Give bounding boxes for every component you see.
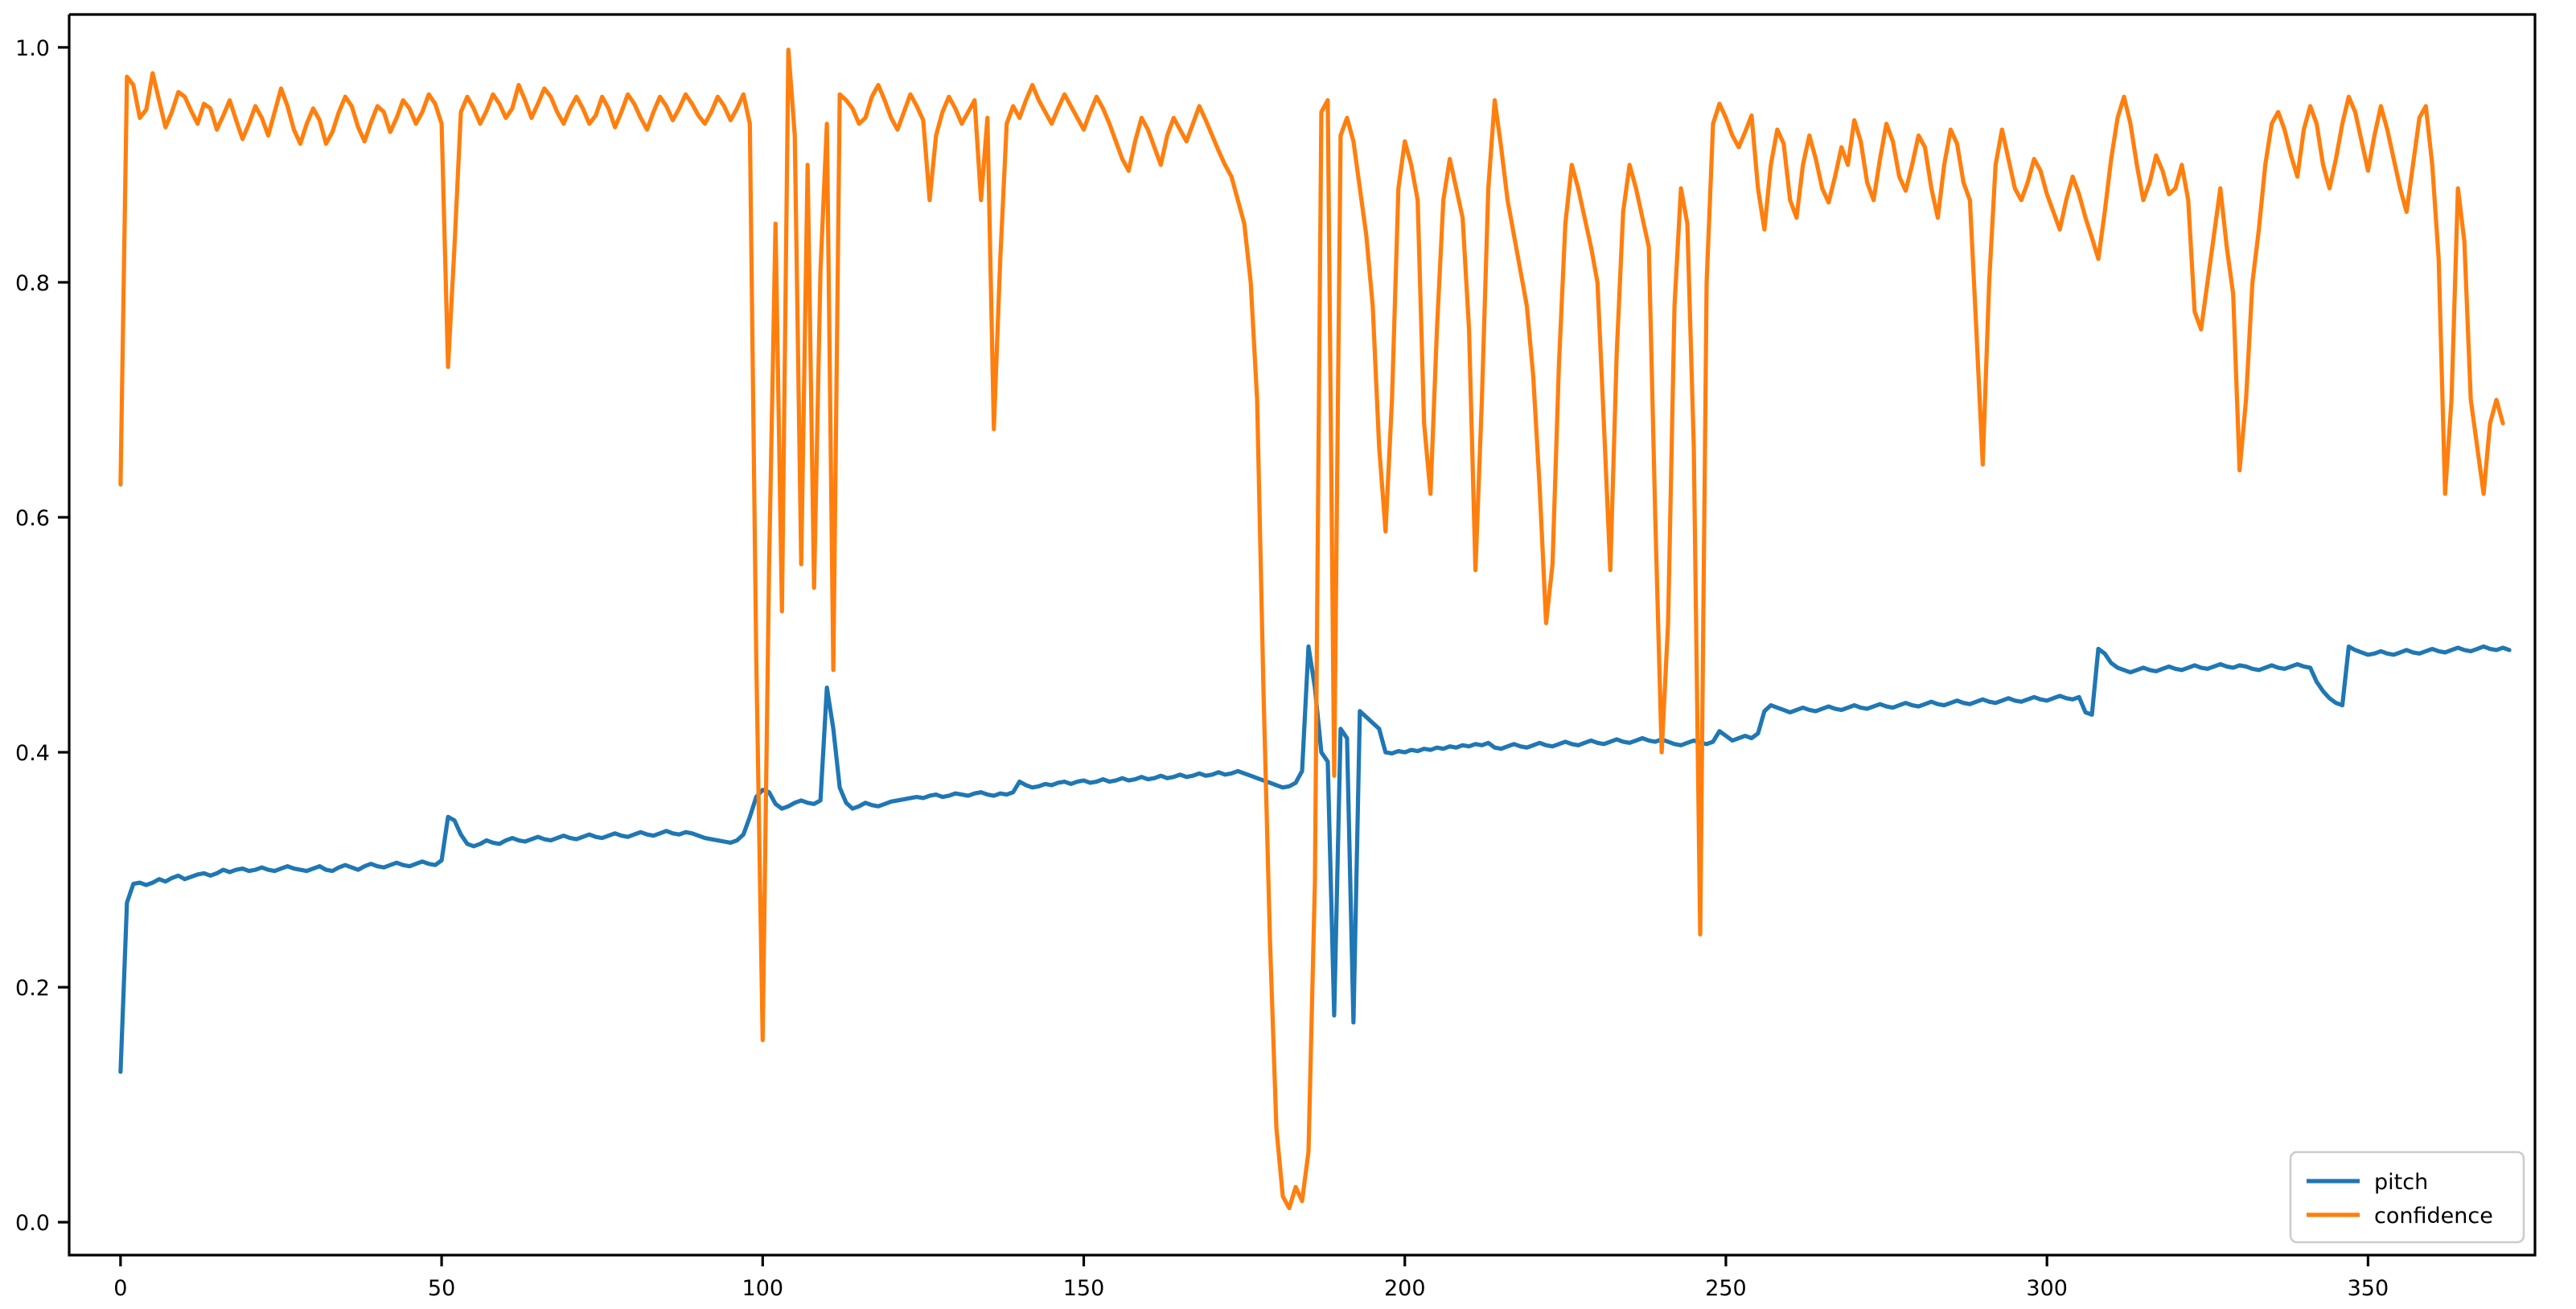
legend-label-confidence: confidence [2374,1204,2493,1229]
y-axis: 0.0 0.2 0.4 0.6 0.8 1.0 [15,36,69,1236]
x-tick-label: 50 [428,1276,455,1301]
x-tick-label: 300 [2026,1276,2068,1301]
y-tick-label: 0.8 [15,271,50,296]
y-tick-label: 0.4 [15,741,50,766]
x-axis: 0 50 100 150 200 250 300 350 [113,1255,2389,1301]
x-tick-label: 250 [1705,1276,1747,1301]
legend-box [2289,1151,2525,1244]
axes-spines [68,13,2537,1257]
legend: pitch confidence [2289,1151,2525,1244]
y-tick-label: 0.0 [15,1211,50,1236]
y-tick-label: 1.0 [15,36,50,61]
y-tick-label: 0.6 [15,506,50,531]
axes-frame [68,13,2537,1257]
legend-label-pitch: pitch [2374,1170,2428,1195]
x-tick-label: 350 [2348,1276,2389,1301]
y-tick-label: 0.2 [15,976,50,1001]
x-tick-label: 100 [742,1276,784,1301]
x-tick-label: 150 [1063,1276,1105,1301]
data-lines [118,47,2512,1211]
x-tick-label: 0 [113,1276,127,1301]
series-line-confidence [118,47,2505,1211]
x-tick-label: 200 [1384,1276,1426,1301]
